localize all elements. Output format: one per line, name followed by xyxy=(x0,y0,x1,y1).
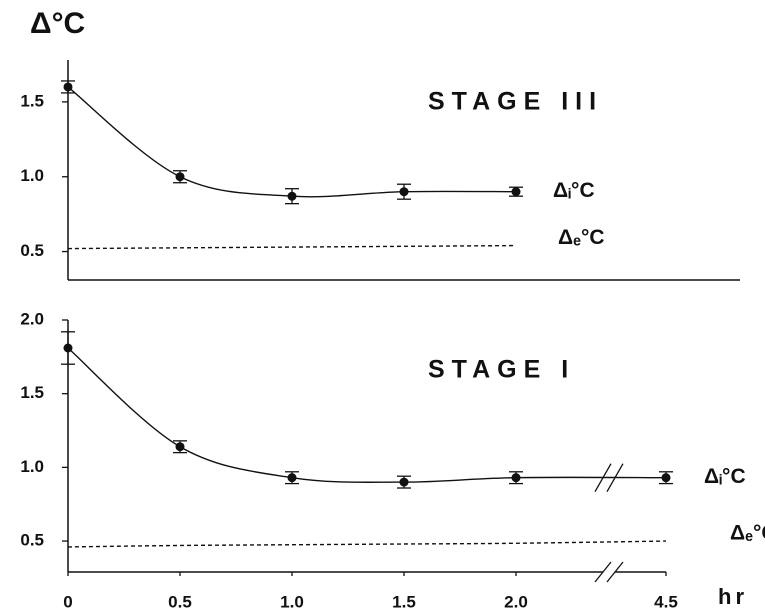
chart-title: STAGE III xyxy=(428,88,603,116)
y-tick-label: 0.5 xyxy=(20,241,44,260)
axis-break xyxy=(594,561,612,583)
marker xyxy=(175,172,185,182)
marker xyxy=(511,187,521,197)
chart-title: STAGE I xyxy=(428,356,575,384)
dashed-line xyxy=(67,244,517,250)
y-tick-label: 0.5 xyxy=(20,531,44,550)
marker xyxy=(287,473,297,483)
x-tick-label: 0.5 xyxy=(168,592,192,611)
marker xyxy=(175,442,185,452)
marker xyxy=(287,191,297,201)
y-tick-label: 1.5 xyxy=(20,383,44,402)
x-tick-label: 1.0 xyxy=(280,592,304,611)
dashed-line xyxy=(67,540,667,548)
curve xyxy=(67,347,667,483)
axis-break xyxy=(606,561,624,583)
y-tick-label: 2.0 xyxy=(20,309,44,328)
marker xyxy=(511,473,521,483)
legend-label: Δᵢ°C xyxy=(704,465,746,488)
marker xyxy=(63,82,73,92)
x-tick-label: 0 xyxy=(63,592,72,611)
marker xyxy=(661,473,671,483)
x-tick-label: 1.5 xyxy=(392,592,416,611)
legend-label: Δₑ°C xyxy=(558,226,605,249)
y-tick-label: 1.0 xyxy=(20,457,44,476)
marker xyxy=(399,187,409,197)
marker xyxy=(63,343,73,353)
x-tick-label: 2.0 xyxy=(504,592,528,611)
x-axis-label: hr xyxy=(718,584,748,609)
legend-label: Δₑ°C xyxy=(730,522,765,545)
legend-label: Δᵢ°C xyxy=(553,179,595,202)
marker xyxy=(399,477,409,487)
y-axis-label: Δ°C xyxy=(30,7,85,40)
y-tick-label: 1.5 xyxy=(20,91,44,110)
y-tick-label: 1.0 xyxy=(20,166,44,185)
x-tick-label: 4.5 xyxy=(654,592,678,611)
